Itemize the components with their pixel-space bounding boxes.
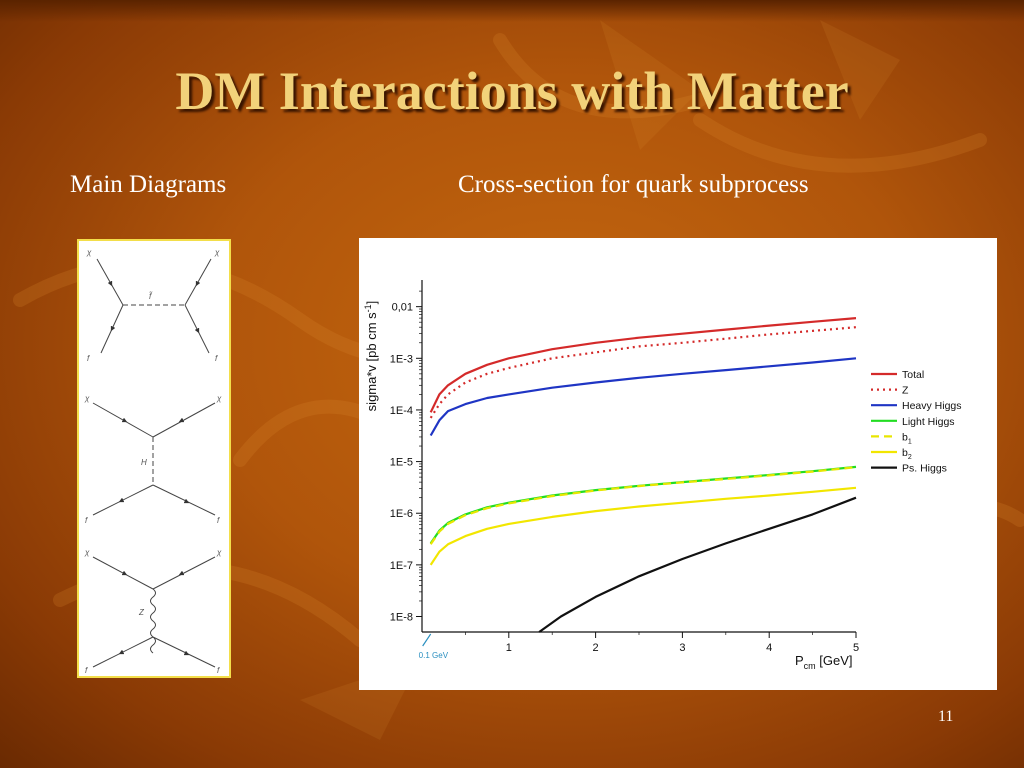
legend-label: Heavy Higgs <box>902 400 962 412</box>
chart-legend: Total Z Heavy Higgs Light Higgs b1 b2 Ps. Higg… <box>871 369 962 475</box>
feynman-diagrams-panel: χ χ f f f̃ χ χ f f H χ χ f f Z <box>77 239 231 678</box>
x-axis-label: Pcm [GeV] <box>795 653 853 671</box>
label-propagator: Z <box>138 608 145 617</box>
legend-label: Light Higgs <box>902 416 955 428</box>
feynman-diagrams: χ χ f f f̃ χ χ f f H χ χ f f Z <box>84 248 222 675</box>
label-chi: χ <box>84 394 90 403</box>
x-tick-label: 5 <box>853 642 859 654</box>
label-chi: χ <box>84 548 90 557</box>
legend-label: Total <box>902 369 924 381</box>
label-chi: χ <box>214 248 220 257</box>
label-f: f <box>87 354 90 363</box>
label-propagator: f̃ <box>149 292 153 301</box>
legend-label: b2 <box>902 447 912 461</box>
x-tick-label: 3 <box>679 642 685 654</box>
y-tick-label: 1E-7 <box>390 560 413 572</box>
legend-label: Z <box>902 385 909 397</box>
series-line-ps-higgs <box>538 496 857 633</box>
cross-section-chart: 0,01 1E-3 1E-4 1E-5 1E-6 1E-7 1E-8 1 2 3 4 5 0.1 GeV… <box>363 280 962 671</box>
x-tick-label: 2 <box>593 642 599 654</box>
annotation-label: 0.1 GeV <box>419 651 449 660</box>
y-tick-label: 1E-8 <box>390 612 413 624</box>
slide-title: DM Interactions with Matter <box>175 61 849 121</box>
y-tick-label: 1E-6 <box>390 508 413 520</box>
label-f: f <box>85 666 88 675</box>
chart-series <box>429 317 857 633</box>
annotation-pointer <box>422 633 432 647</box>
y-tick-label: 1E-4 <box>390 405 413 417</box>
cross-section-chart-panel: 0,01 1E-3 1E-4 1E-5 1E-6 1E-7 1E-8 1 2 3 4 5 0.1 GeV… <box>359 238 997 690</box>
series-line-b2 <box>429 486 857 566</box>
label-chi: χ <box>86 248 92 257</box>
label-f: f <box>217 666 220 675</box>
right-heading: Cross-section for quark subprocess <box>458 171 809 198</box>
legend-label: Ps. Higgs <box>902 463 947 475</box>
y-tick-label: 1E-5 <box>390 457 413 469</box>
top-shadow-bar <box>0 0 1024 22</box>
series-line-z <box>429 326 857 419</box>
slide-number: 11 <box>938 708 954 725</box>
feynman-diagram-higgs <box>92 402 216 516</box>
y-tick-label: 1E-3 <box>390 353 413 365</box>
label-f: f <box>217 516 220 525</box>
feynman-diagram-sfermion <box>96 258 212 354</box>
legend-label: b1 <box>902 431 912 445</box>
x-tick-label: 4 <box>766 642 772 654</box>
y-axis-label: sigma*v [pb cm s-1] <box>363 301 379 412</box>
label-chi: χ <box>216 548 222 557</box>
series-line-b1 <box>429 466 857 545</box>
feynman-diagram-z <box>92 556 216 668</box>
left-heading: Main Diagrams <box>70 171 227 198</box>
series-line-total <box>429 317 857 413</box>
label-chi: χ <box>216 394 222 403</box>
chart-axes: 0,01 1E-3 1E-4 1E-5 1E-6 1E-7 1E-8 1 2 3 4 5 0.1 GeV <box>390 280 859 660</box>
y-tick-label: 0,01 <box>392 302 413 314</box>
x-tick-label: 1 <box>506 642 512 654</box>
label-propagator: H <box>141 458 147 467</box>
label-f: f <box>215 354 218 363</box>
label-f: f <box>85 516 88 525</box>
series-line-heavy-higgs <box>429 357 857 437</box>
